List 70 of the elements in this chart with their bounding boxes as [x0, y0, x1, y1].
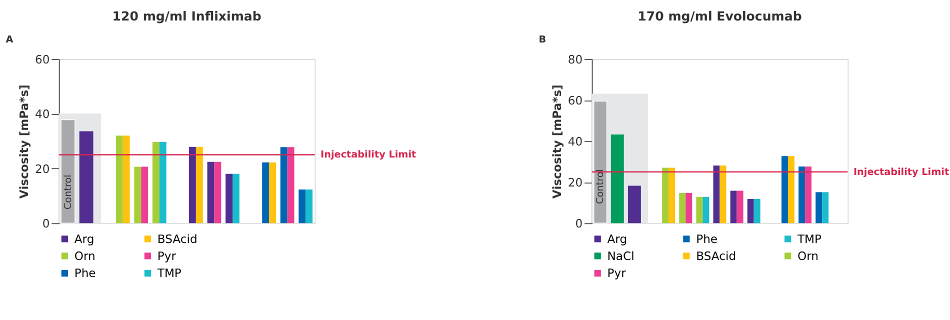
y-tick-label: 20 — [568, 175, 583, 190]
bar — [798, 166, 806, 224]
legend-label: Arg — [74, 232, 94, 246]
bar — [134, 166, 142, 224]
legend-label: Orn — [74, 248, 96, 263]
bar — [696, 196, 703, 224]
text: A — [6, 34, 14, 46]
bar — [713, 166, 720, 224]
chart-title: 120 mg/ml Infliximab — [112, 8, 262, 24]
bar — [196, 146, 203, 224]
y-tick-label: 40 — [34, 107, 50, 122]
legend-label: Arg — [607, 232, 628, 246]
bar — [226, 174, 232, 224]
bar — [679, 192, 686, 224]
text: B — [538, 34, 546, 46]
series-label: Control — [62, 174, 74, 210]
bar — [214, 162, 222, 224]
bar — [754, 198, 760, 224]
legend-label: Pyr — [157, 248, 176, 263]
bar — [298, 190, 306, 224]
bar — [141, 166, 148, 224]
bar — [287, 147, 294, 224]
legend-label: NaCl — [607, 248, 634, 263]
bar — [116, 136, 123, 224]
legend-label: TMP — [796, 232, 822, 246]
series-label: Control — [595, 169, 606, 204]
bar — [232, 174, 240, 224]
bar — [262, 162, 270, 224]
bar — [306, 190, 313, 224]
bar — [189, 146, 196, 224]
bar — [730, 190, 737, 224]
bar — [805, 166, 812, 224]
bar — [686, 192, 692, 224]
bar — [280, 147, 288, 224]
bar — [736, 190, 744, 224]
y-tick-label: 60 — [34, 52, 50, 66]
bar — [269, 162, 276, 224]
bar — [662, 168, 669, 224]
bar — [159, 142, 166, 224]
bar — [788, 156, 794, 224]
bar — [593, 100, 608, 224]
bar — [152, 142, 160, 224]
y-tick-label: 0 — [575, 216, 583, 230]
y-tick-label: 0 — [42, 216, 50, 230]
bar — [747, 198, 754, 224]
bar — [720, 166, 726, 224]
legend-label: Orn — [797, 248, 818, 263]
bar — [702, 196, 710, 224]
legend-label: BSAcid — [157, 232, 198, 246]
bar — [207, 162, 214, 224]
y-axis-title: Viscosity [mPa*s] — [550, 84, 564, 199]
legend-label: BSAcid — [696, 248, 736, 263]
legend-label: Pyr — [607, 266, 626, 280]
y-tick-label: 60 — [568, 93, 583, 108]
bar — [781, 156, 788, 224]
bar — [668, 168, 676, 224]
bar — [816, 192, 822, 224]
bar — [122, 136, 130, 224]
y-tick-label: 80 — [568, 52, 583, 66]
legend-label: TMP — [156, 266, 182, 280]
legend-label: Phe — [74, 266, 96, 280]
ref-line-label: Injectability Limit — [853, 166, 950, 178]
y-tick-label: 40 — [568, 134, 583, 148]
ref-line-label: Injectability Limit — [320, 150, 417, 161]
legend-label: Phe — [696, 232, 718, 246]
y-tick-label: 20 — [34, 162, 50, 176]
y-axis-title: Viscosity [mPa*s] — [17, 84, 32, 199]
bar — [822, 192, 829, 224]
bar — [610, 134, 624, 224]
chart-title: 170 mg/ml Evolocumab — [638, 8, 802, 24]
